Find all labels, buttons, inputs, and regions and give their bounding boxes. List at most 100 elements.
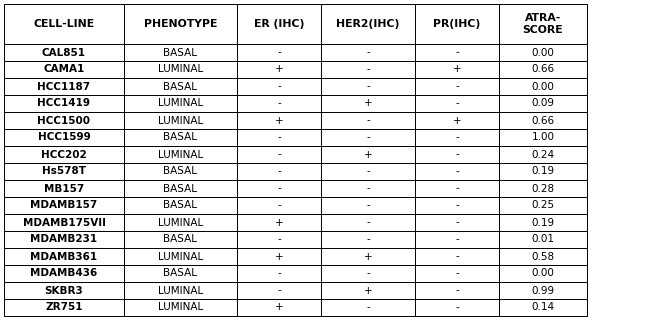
Bar bbox=[321, 299, 415, 316]
Bar bbox=[415, 248, 499, 265]
Bar bbox=[237, 282, 321, 299]
Text: +: + bbox=[364, 98, 372, 109]
Text: -: - bbox=[455, 201, 459, 211]
Bar bbox=[321, 265, 415, 282]
Bar bbox=[415, 146, 499, 163]
Text: -: - bbox=[277, 183, 281, 193]
Text: +: + bbox=[452, 115, 462, 125]
Bar bbox=[415, 78, 499, 95]
Text: -: - bbox=[455, 285, 459, 295]
Text: -: - bbox=[366, 82, 370, 91]
Bar bbox=[4, 112, 124, 129]
Text: 0.19: 0.19 bbox=[531, 217, 555, 227]
Text: -: - bbox=[455, 133, 459, 143]
Bar bbox=[237, 214, 321, 231]
Text: LUMINAL: LUMINAL bbox=[158, 217, 203, 227]
Text: -: - bbox=[455, 303, 459, 313]
Bar bbox=[499, 265, 587, 282]
Text: +: + bbox=[364, 251, 372, 261]
Text: MDAMB436: MDAMB436 bbox=[31, 269, 98, 279]
Text: -: - bbox=[277, 285, 281, 295]
Text: MDAMB231: MDAMB231 bbox=[31, 235, 98, 245]
Text: -: - bbox=[455, 167, 459, 177]
Bar bbox=[237, 231, 321, 248]
Text: MDAMB157: MDAMB157 bbox=[31, 201, 98, 211]
Text: 0.25: 0.25 bbox=[531, 201, 555, 211]
Bar bbox=[321, 61, 415, 78]
Bar bbox=[4, 214, 124, 231]
Bar bbox=[237, 265, 321, 282]
Text: ZR751: ZR751 bbox=[46, 303, 83, 313]
Text: HER2(IHC): HER2(IHC) bbox=[337, 19, 400, 29]
Bar bbox=[321, 231, 415, 248]
Bar bbox=[415, 299, 499, 316]
Bar bbox=[499, 129, 587, 146]
Bar bbox=[499, 78, 587, 95]
Bar bbox=[4, 248, 124, 265]
Text: BASAL: BASAL bbox=[163, 48, 197, 57]
Bar bbox=[124, 4, 237, 44]
Text: +: + bbox=[275, 251, 283, 261]
Text: -: - bbox=[455, 48, 459, 57]
Bar bbox=[124, 197, 237, 214]
Text: -: - bbox=[455, 235, 459, 245]
Text: -: - bbox=[277, 48, 281, 57]
Text: SKBR3: SKBR3 bbox=[45, 285, 83, 295]
Bar bbox=[237, 129, 321, 146]
Bar bbox=[321, 163, 415, 180]
Bar bbox=[4, 129, 124, 146]
Bar bbox=[124, 231, 237, 248]
Text: -: - bbox=[455, 251, 459, 261]
Text: LUMINAL: LUMINAL bbox=[158, 115, 203, 125]
Text: -: - bbox=[455, 98, 459, 109]
Bar bbox=[237, 61, 321, 78]
Bar bbox=[321, 197, 415, 214]
Text: -: - bbox=[455, 183, 459, 193]
Text: BASAL: BASAL bbox=[163, 167, 197, 177]
Text: LUMINAL: LUMINAL bbox=[158, 303, 203, 313]
Bar bbox=[4, 265, 124, 282]
Bar bbox=[415, 95, 499, 112]
Bar bbox=[237, 112, 321, 129]
Text: +: + bbox=[452, 64, 462, 75]
Text: MB157: MB157 bbox=[44, 183, 84, 193]
Text: 0.00: 0.00 bbox=[532, 82, 555, 91]
Text: -: - bbox=[366, 133, 370, 143]
Bar bbox=[4, 146, 124, 163]
Text: 0.28: 0.28 bbox=[531, 183, 555, 193]
Bar bbox=[321, 44, 415, 61]
Text: 0.66: 0.66 bbox=[531, 115, 555, 125]
Text: 0.58: 0.58 bbox=[531, 251, 555, 261]
Bar bbox=[415, 112, 499, 129]
Bar bbox=[124, 214, 237, 231]
Text: -: - bbox=[455, 269, 459, 279]
Bar bbox=[237, 95, 321, 112]
Bar bbox=[4, 231, 124, 248]
Bar bbox=[124, 282, 237, 299]
Bar bbox=[321, 4, 415, 44]
Text: BASAL: BASAL bbox=[163, 269, 197, 279]
Text: +: + bbox=[275, 303, 283, 313]
Text: +: + bbox=[364, 149, 372, 159]
Bar bbox=[499, 231, 587, 248]
Bar bbox=[124, 265, 237, 282]
Bar bbox=[237, 248, 321, 265]
Text: HCC1187: HCC1187 bbox=[38, 82, 90, 91]
Bar bbox=[415, 231, 499, 248]
Text: -: - bbox=[277, 149, 281, 159]
Bar bbox=[124, 78, 237, 95]
Text: -: - bbox=[277, 201, 281, 211]
Bar bbox=[499, 214, 587, 231]
Bar bbox=[124, 129, 237, 146]
Bar bbox=[321, 248, 415, 265]
Text: LUMINAL: LUMINAL bbox=[158, 149, 203, 159]
Bar bbox=[499, 180, 587, 197]
Text: -: - bbox=[366, 183, 370, 193]
Text: -: - bbox=[277, 269, 281, 279]
Bar bbox=[415, 197, 499, 214]
Text: CAMA1: CAMA1 bbox=[44, 64, 85, 75]
Bar bbox=[124, 61, 237, 78]
Bar bbox=[237, 4, 321, 44]
Bar bbox=[124, 95, 237, 112]
Text: LUMINAL: LUMINAL bbox=[158, 98, 203, 109]
